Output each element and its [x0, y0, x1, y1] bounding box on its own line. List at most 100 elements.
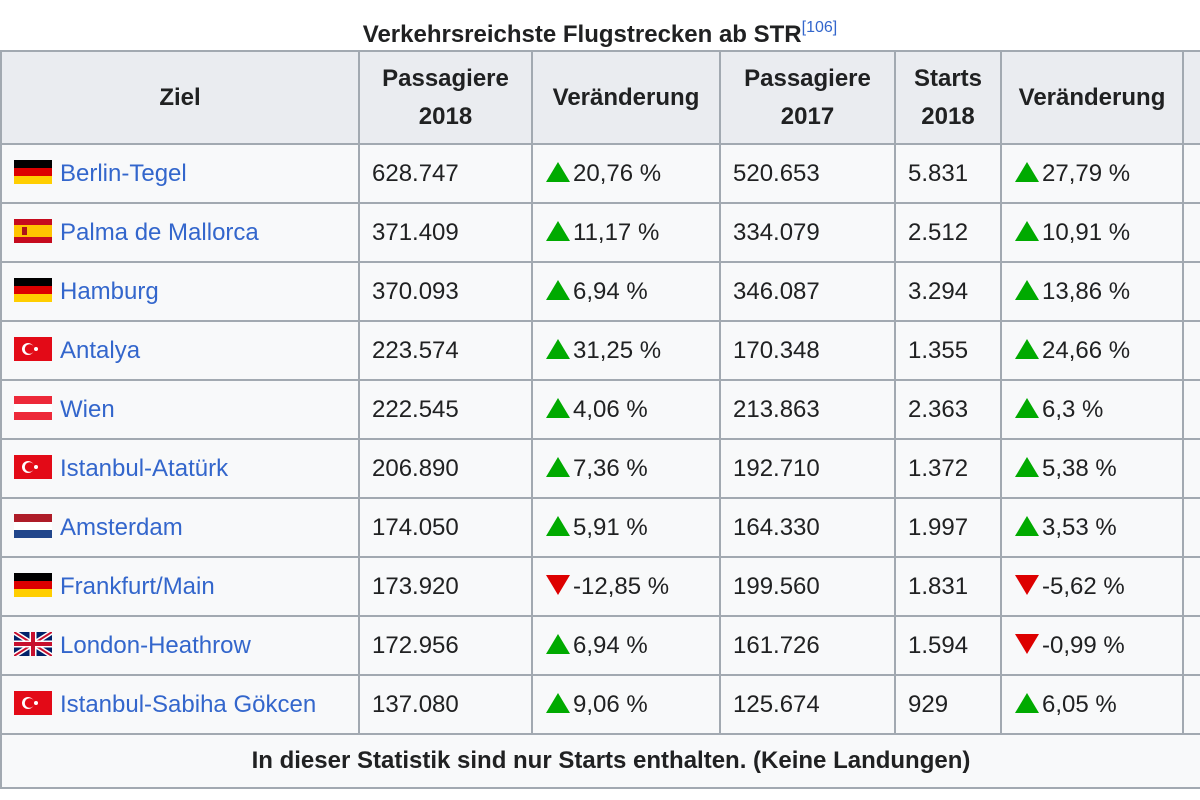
starts-change-cell: -5,62 %: [1000, 556, 1184, 617]
passengers-2017-cell: 164.330: [719, 497, 896, 558]
destination-link[interactable]: Istanbul-Sabiha Gökcen: [60, 690, 317, 718]
starts-2018-cell: 2.512: [894, 202, 1002, 263]
flag-netherlands-icon[interactable]: [14, 513, 52, 538]
destination-cell: Amsterdam: [0, 497, 360, 558]
starts-change-cell: -0,99 %: [1000, 615, 1184, 676]
increase-arrow-icon: [1014, 338, 1040, 360]
column-header[interactable]: Ziel: [0, 50, 360, 145]
change-value: 3,53 %: [1042, 513, 1117, 541]
destination-cell: Antalya: [0, 320, 360, 381]
destination-link[interactable]: Hamburg: [60, 277, 159, 305]
destination-cell: Palma de Mallorca: [0, 202, 360, 263]
passenger-change-cell: 4,06 %: [531, 379, 721, 440]
passenger-change-cell: 6,94 %: [531, 615, 721, 676]
table-row: Wien 222.545 4,06 % 213.863 2.363 6,3 %: [0, 379, 1200, 440]
change-value: 6,05 %: [1042, 690, 1117, 718]
destination-link[interactable]: Antalya: [60, 336, 141, 364]
change-value: -12,85 %: [573, 572, 670, 600]
column-header-year: 2018: [921, 102, 975, 130]
overflow-cell: [1182, 615, 1200, 676]
overflow-cell: [1182, 438, 1200, 499]
destination-cell: Berlin-Tegel: [0, 143, 360, 204]
overflow-cell: [1182, 143, 1200, 204]
column-header-label: Starts: [913, 64, 983, 92]
passenger-change-cell: 20,76 %: [531, 143, 721, 204]
starts-2018-cell: 1.831: [894, 556, 1002, 617]
destination-link[interactable]: Istanbul-Atatürk: [60, 454, 229, 482]
flag-turkey-icon[interactable]: [14, 454, 52, 479]
table-row: London-Heathrow 172.956 6,94 % 161.726 1.594…: [0, 615, 1200, 676]
flag-germany-icon[interactable]: [14, 159, 52, 184]
starts-2018-cell: 1.997: [894, 497, 1002, 558]
starts-change-cell: 13,86 %: [1000, 261, 1184, 322]
decrease-arrow-icon: [545, 574, 571, 596]
overflow-cell: [1182, 261, 1200, 322]
column-header[interactable]: Veränderung: [1000, 50, 1184, 145]
flag-austria-icon[interactable]: [14, 395, 52, 420]
starts-2018-cell: 1.594: [894, 615, 1002, 676]
destination-link[interactable]: Berlin-Tegel: [60, 159, 187, 187]
starts-change-cell: 5,38 %: [1000, 438, 1184, 499]
decrease-arrow-icon: [1014, 574, 1040, 596]
column-header[interactable]: Passagiere 2017: [719, 50, 896, 145]
change-value: 5,38 %: [1042, 454, 1117, 482]
change-value: 27,79 %: [1042, 159, 1131, 187]
flag-turkey-icon[interactable]: [14, 336, 52, 361]
change-value: -0,99 %: [1042, 631, 1125, 659]
column-header-label: Passagiere: [744, 64, 871, 92]
starts-2018-cell: 5.831: [894, 143, 1002, 204]
starts-change-cell: 27,79 %: [1000, 143, 1184, 204]
destination-link[interactable]: Amsterdam: [60, 513, 183, 541]
table-row: Palma de Mallorca 371.409 11,17 % 334.079 2.…: [0, 202, 1200, 263]
passengers-2017-cell: 520.653: [719, 143, 896, 204]
destination-link[interactable]: Wien: [60, 395, 115, 423]
flag-uk-icon[interactable]: [14, 631, 52, 656]
passengers-2017-cell: 161.726: [719, 615, 896, 676]
change-value: 13,86 %: [1042, 277, 1131, 305]
change-value: 4,06 %: [573, 395, 648, 423]
passengers-2018-cell: 206.890: [358, 438, 533, 499]
increase-arrow-icon: [545, 161, 571, 183]
change-value: -5,62 %: [1042, 572, 1125, 600]
passengers-2017-cell: 125.674: [719, 674, 896, 735]
passengers-2017-cell: 346.087: [719, 261, 896, 322]
destination-link[interactable]: Palma de Mallorca: [60, 218, 259, 246]
starts-change-cell: 6,05 %: [1000, 674, 1184, 735]
passenger-change-cell: 31,25 %: [531, 320, 721, 381]
caption-text: Verkehrsreichste Flugstrecken ab STR: [362, 21, 802, 48]
flag-germany-icon[interactable]: [14, 277, 52, 302]
flag-germany-icon[interactable]: [14, 572, 52, 597]
column-header-year: 2017: [780, 102, 835, 130]
change-value: 31,25 %: [573, 336, 662, 364]
passenger-change-cell: 5,91 %: [531, 497, 721, 558]
destination-link[interactable]: London-Heathrow: [60, 631, 251, 659]
column-header[interactable]: Veränderung: [531, 50, 721, 145]
increase-arrow-icon: [1014, 692, 1040, 714]
column-header-label: Veränderung: [1018, 83, 1166, 111]
table-row: Antalya 223.574 31,25 % 170.348 1.355 24,66 %: [0, 320, 1200, 381]
destination-cell: Frankfurt/Main: [0, 556, 360, 617]
table-row: Istanbul-Atatürk 206.890 7,36 % 192.710 1.37…: [0, 438, 1200, 499]
passengers-2018-cell: 174.050: [358, 497, 533, 558]
column-header[interactable]: Starts 2018: [894, 50, 1002, 145]
flag-turkey-icon[interactable]: [14, 690, 52, 715]
passengers-2017-cell: 170.348: [719, 320, 896, 381]
footer-row: In dieser Statistik sind nur Starts enth…: [0, 733, 1200, 789]
passengers-2018-cell: 172.956: [358, 615, 533, 676]
column-header-label: Ziel: [159, 83, 201, 111]
increase-arrow-icon: [1014, 279, 1040, 301]
reference-link[interactable]: [106]: [801, 19, 838, 36]
routes-table: Ziel Passagiere 2018 Veränderung Passagiere 2…: [0, 50, 1200, 789]
passenger-change-cell: -12,85 %: [531, 556, 721, 617]
destination-cell: London-Heathrow: [0, 615, 360, 676]
flag-spain-icon[interactable]: [14, 218, 52, 243]
change-value: 7,36 %: [573, 454, 648, 482]
increase-arrow-icon: [545, 456, 571, 478]
destination-link[interactable]: Frankfurt/Main: [60, 572, 215, 600]
column-header[interactable]: Passagiere 2018: [358, 50, 533, 145]
change-value: 5,91 %: [573, 513, 648, 541]
column-header-label: Veränderung: [552, 83, 700, 111]
sort-column-header[interactable]: [1182, 50, 1200, 145]
change-value: 6,3 %: [1042, 395, 1104, 423]
change-value: 20,76 %: [573, 159, 662, 187]
